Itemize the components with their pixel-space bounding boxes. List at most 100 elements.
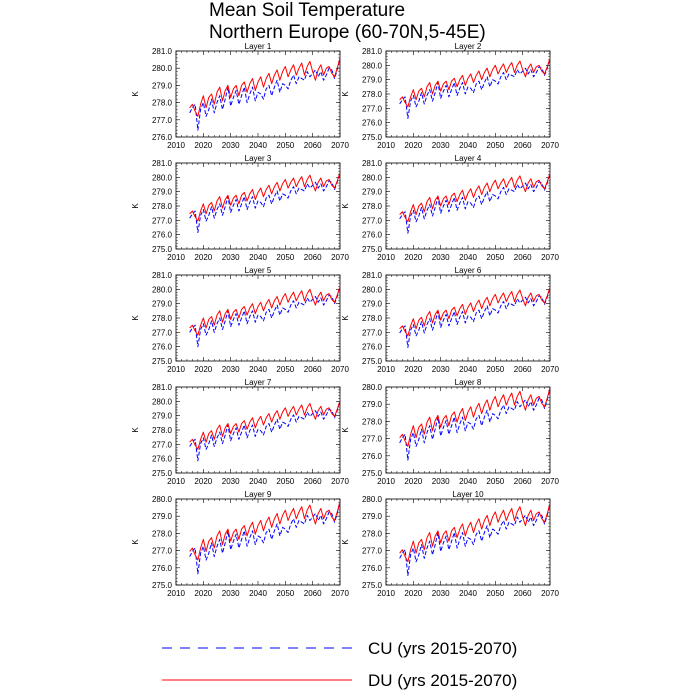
series-line-du: [189, 286, 341, 336]
y-tick-label: 280.0: [362, 383, 383, 392]
panel-title: Layer 9: [245, 490, 272, 499]
x-tick-label: 2030: [432, 141, 450, 150]
y-tick-label: 280.0: [152, 285, 173, 294]
x-tick-label: 2020: [194, 253, 212, 262]
x-tick-label: 2020: [194, 589, 212, 598]
y-tick-label: 279.0: [362, 76, 383, 85]
series-line-du: [189, 172, 341, 222]
x-tick-label: 2040: [249, 477, 267, 486]
y-tick-label: 278.0: [362, 314, 383, 323]
x-tick-label: 2040: [249, 589, 267, 598]
x-tick-label: 2060: [304, 253, 322, 262]
y-tick-label: 275.0: [362, 469, 383, 478]
y-tick-label: 276.0: [362, 452, 383, 461]
plot-frame: [385, 162, 551, 250]
x-tick-label: 2040: [459, 589, 477, 598]
y-tick-label: 275.0: [362, 357, 383, 366]
panel-title: Layer 6: [455, 266, 482, 275]
x-tick-label: 2050: [486, 365, 504, 374]
plot-frame: [385, 386, 551, 474]
y-tick-label: 280.0: [362, 61, 383, 70]
x-tick-label: 2050: [276, 365, 294, 374]
plot-frame: [175, 162, 341, 250]
series-line-cu: [189, 501, 341, 575]
panel-1: Layer 1 K 2010 2020 2030 2040 2050 2060 2070 276.…: [131, 42, 349, 150]
y-axis-label: K: [341, 203, 350, 209]
x-tick-label: 2070: [541, 589, 559, 598]
y-tick-label: 281.0: [362, 159, 383, 168]
x-tick-label: 2070: [331, 477, 349, 486]
y-tick-label: 279.0: [152, 81, 173, 90]
x-tick-label: 2030: [222, 477, 240, 486]
x-tick-label: 2050: [276, 477, 294, 486]
panel-8: Layer 8 K 2010 2020 2030 2040 2050 2060 2070 275.…: [341, 378, 559, 486]
series-line-cu: [189, 286, 341, 348]
y-tick-label: 278.0: [152, 314, 173, 323]
series-line-cu: [399, 387, 551, 461]
plot-frame: [175, 274, 341, 362]
panel-7: Layer 7 K 2010 2020 2030 2040 2050 2060 2070 275.…: [131, 378, 349, 486]
y-tick-label: 278.0: [362, 202, 383, 211]
y-tick-label: 275.0: [152, 469, 173, 478]
y-tick-label: 278.0: [152, 99, 173, 108]
y-tick-label: 276.0: [152, 133, 173, 142]
panel-title: Layer 10: [452, 490, 484, 499]
y-tick-label: 275.0: [152, 581, 173, 590]
x-tick-label: 2010: [377, 477, 395, 486]
series-line-du: [399, 503, 551, 563]
x-tick-label: 2020: [404, 589, 422, 598]
y-axis-label: K: [131, 91, 140, 97]
panel-title: Layer 1: [245, 42, 272, 51]
panel-title: Layer 3: [245, 154, 272, 163]
x-tick-label: 2030: [432, 365, 450, 374]
y-tick-label: 277.0: [362, 104, 383, 113]
y-tick-label: 278.0: [152, 529, 173, 538]
series-line-cu: [189, 400, 341, 462]
panel-title: Layer 8: [455, 378, 482, 387]
y-tick-label: 279.0: [152, 412, 173, 421]
series-line-du: [399, 172, 551, 223]
y-tick-label: 281.0: [152, 47, 173, 56]
legend: CU (yrs 2015-2070) DU (yrs 2015-2070): [162, 639, 517, 690]
y-tick-label: 278.0: [152, 202, 173, 211]
panel-2: Layer 2 K 2010 2020 2030 2040 2050 2060 2070 275.…: [341, 42, 559, 150]
y-tick-label: 277.0: [362, 216, 383, 225]
y-tick-label: 279.0: [362, 512, 383, 521]
y-tick-label: 276.0: [152, 455, 173, 464]
x-tick-label: 2010: [167, 141, 185, 150]
y-axis-label: K: [131, 203, 140, 209]
y-tick-label: 275.0: [362, 581, 383, 590]
y-tick-label: 279.0: [152, 188, 173, 197]
plot-frame: [385, 50, 551, 138]
y-tick-label: 276.0: [362, 119, 383, 128]
y-tick-label: 280.0: [362, 495, 383, 504]
y-tick-label: 275.0: [362, 245, 383, 254]
y-tick-label: 276.0: [362, 564, 383, 573]
y-tick-label: 277.0: [152, 440, 173, 449]
plot-frame: [385, 498, 551, 586]
x-tick-label: 2030: [432, 253, 450, 262]
x-tick-label: 2010: [377, 253, 395, 262]
series-line-cu: [399, 172, 551, 234]
y-axis-label: K: [341, 539, 350, 545]
y-axis-label: K: [341, 427, 350, 433]
series-line-cu: [399, 58, 551, 119]
y-tick-label: 277.0: [362, 328, 383, 337]
y-axis-label: K: [131, 539, 140, 545]
x-tick-label: 2010: [377, 365, 395, 374]
x-tick-label: 2010: [167, 477, 185, 486]
y-tick-label: 281.0: [362, 47, 383, 56]
y-tick-label: 277.0: [362, 435, 383, 444]
y-tick-label: 278.0: [362, 417, 383, 426]
y-axis-label: K: [131, 315, 140, 321]
x-tick-label: 2060: [514, 589, 532, 598]
y-tick-label: 278.0: [152, 426, 173, 435]
x-tick-label: 2010: [167, 253, 185, 262]
x-tick-label: 2030: [222, 141, 240, 150]
x-tick-label: 2030: [222, 365, 240, 374]
x-tick-label: 2020: [404, 141, 422, 150]
panel-title: Layer 2: [455, 42, 482, 51]
x-tick-label: 2070: [331, 589, 349, 598]
y-tick-label: 278.0: [362, 90, 383, 99]
x-tick-label: 2020: [404, 477, 422, 486]
